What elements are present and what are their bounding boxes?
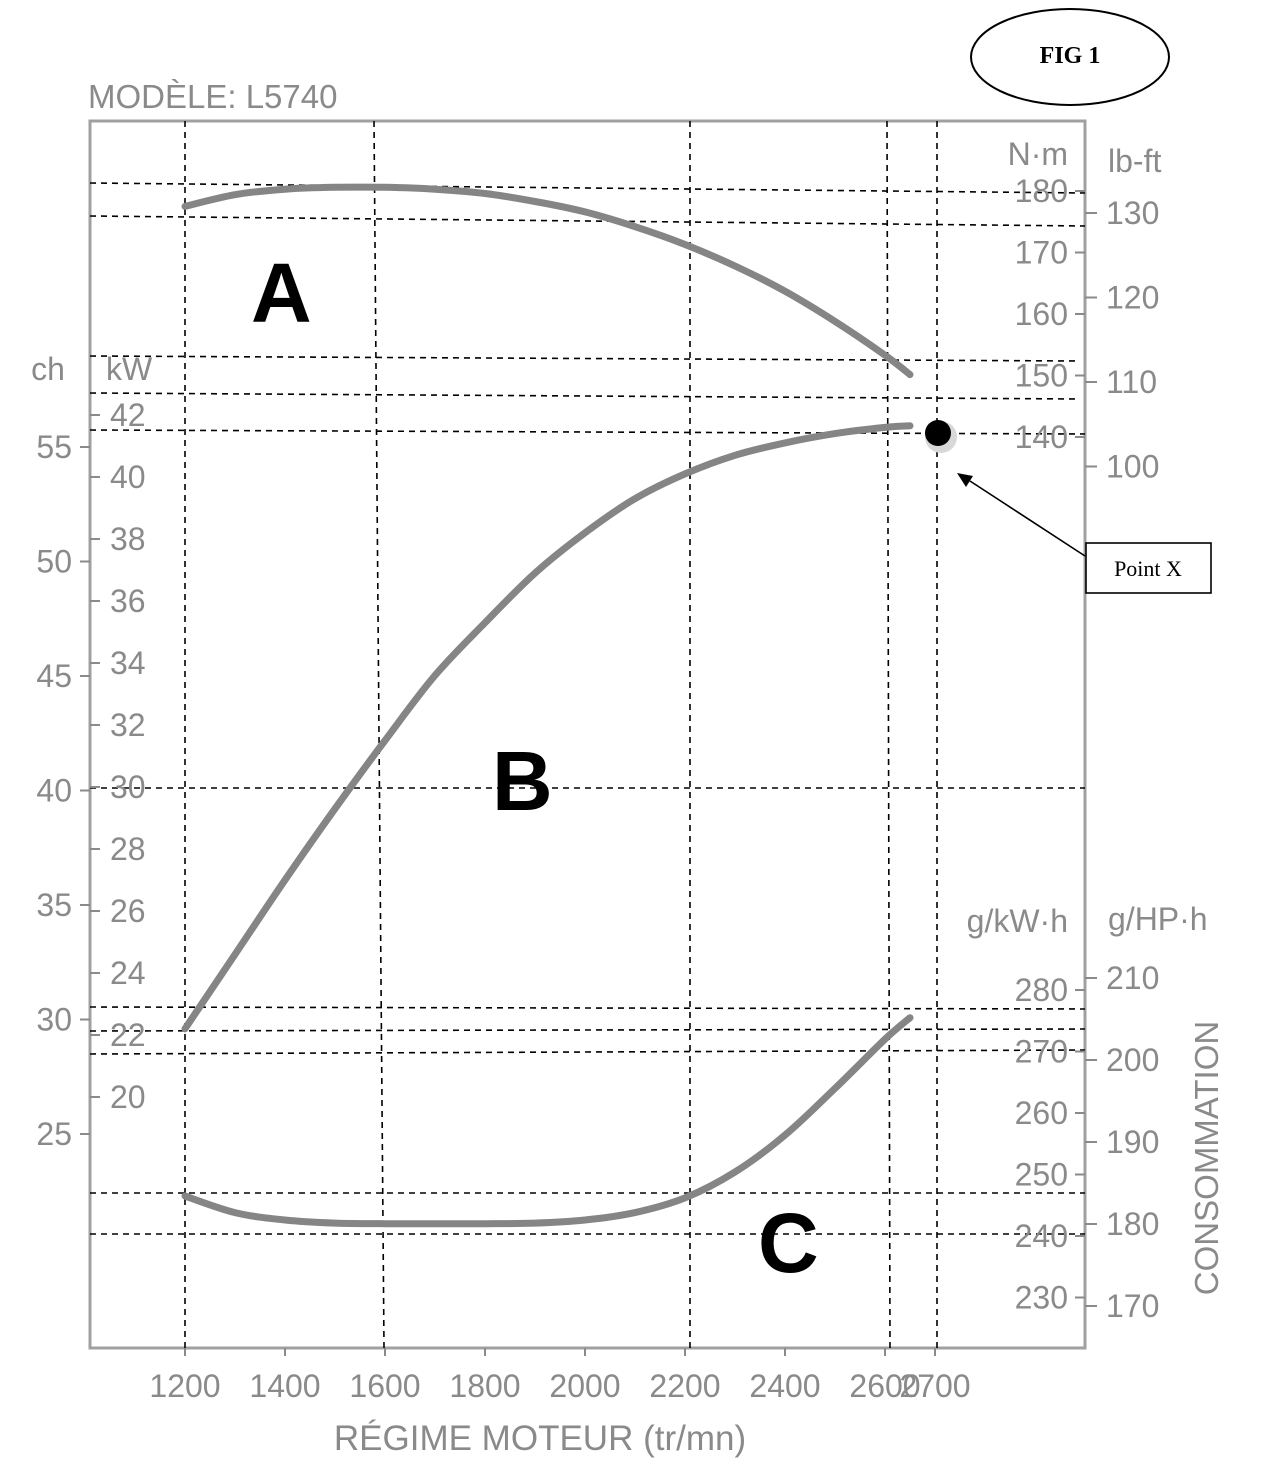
kw-tick-label-42: 42: [110, 397, 146, 433]
gkwh-tick-label-280: 280: [1015, 972, 1068, 1008]
curves-layer: [181, 183, 914, 1228]
nm-tick-label-150: 150: [1015, 358, 1068, 394]
kw-tick-label-20: 20: [110, 1079, 146, 1115]
callout-text: Point X: [1114, 556, 1182, 581]
vgrid-1600: [373, 120, 385, 1349]
callout-arrow-head: [957, 473, 973, 487]
x-tick-label-1400: 1400: [249, 1368, 320, 1404]
ghph-tick-label-170: 170: [1106, 1288, 1159, 1324]
ch-tick-label-55: 55: [36, 429, 72, 465]
curve-label-a: A: [251, 246, 312, 340]
gkwh-unit-label: g/kW·h: [967, 903, 1068, 939]
ch-tick-label-30: 30: [36, 1002, 72, 1038]
ghph-tick-label-210: 210: [1106, 960, 1159, 996]
x-tick-label-1800: 1800: [449, 1368, 520, 1404]
gkwh-tick-label-240: 240: [1015, 1218, 1068, 1254]
fig-label: FIG 1: [1040, 43, 1101, 69]
ghph-tick-label-180: 180: [1106, 1206, 1159, 1242]
ch-unit-label: ch: [31, 351, 65, 387]
x-tick-label-1200: 1200: [149, 1368, 220, 1404]
hgrid-consumption-max: [89, 1006, 1086, 1010]
callout-box: [1085, 542, 1212, 594]
hgrid-power-min: [89, 1028, 1086, 1032]
callout-arrow-line: [969, 480, 1086, 557]
lbft-tick-label-110: 110: [1106, 364, 1157, 400]
kw-tick-label-38: 38: [110, 521, 146, 557]
nm-tick-label-140: 140: [1015, 419, 1068, 455]
ch-tick-label-25: 25: [36, 1116, 72, 1152]
kw-tick-label-30: 30: [110, 769, 146, 805]
curve-a: [181, 183, 914, 379]
gkwh-tick-label-260: 260: [1015, 1095, 1068, 1131]
x-tick-label-2200: 2200: [649, 1368, 720, 1404]
kw-tick-label-32: 32: [110, 707, 146, 743]
kw-tick-label-36: 36: [110, 583, 146, 619]
vgrid-2600: [886, 120, 891, 1349]
ghph-unit-label: g/HP·h: [1108, 901, 1208, 937]
lbft-tick-label-130: 130: [1106, 195, 1159, 231]
x-axis-label: RÉGIME MOTEUR (tr/mn): [334, 1419, 746, 1458]
curve-b: [181, 422, 914, 1033]
gkwh-tick-label-230: 230: [1015, 1280, 1068, 1316]
hgrid-torque-1200: [89, 215, 1086, 227]
consumption-axis-title: CONSOMMATION: [1188, 1021, 1225, 1295]
curve-c: [181, 1014, 914, 1228]
x-tick-label-2700: 2700: [899, 1368, 970, 1404]
gkwh-tick-label-270: 270: [1015, 1034, 1068, 1070]
kw-tick-label-24: 24: [110, 955, 146, 991]
hgrid-270: [89, 1049, 1086, 1055]
curve-label-c: C: [758, 1196, 819, 1290]
kw-tick-label-40: 40: [110, 459, 146, 495]
ch-tick-label-40: 40: [36, 773, 72, 809]
nm-tick-label-170: 170: [1015, 235, 1068, 271]
x-tick-label-2000: 2000: [549, 1368, 620, 1404]
kw-tick-label-26: 26: [110, 893, 146, 929]
ch-tick-label-50: 50: [36, 544, 72, 580]
ghph-tick-label-200: 200: [1106, 1042, 1159, 1078]
chart-title: MODÈLE: L5740: [88, 78, 337, 115]
gkwh-tick-label-250: 250: [1015, 1157, 1068, 1193]
hgrid-150: [89, 355, 1081, 362]
nm-tick-label-180: 180: [1015, 173, 1068, 209]
ch-tick-label-45: 45: [36, 658, 72, 694]
reference-grid: [89, 120, 1086, 1349]
nm-tick-label-160: 160: [1015, 296, 1068, 332]
ghph-tick-label-190: 190: [1106, 1124, 1159, 1160]
x-tick-label-2600: 2600: [849, 1368, 920, 1404]
lbft-unit-label: lb-ft: [1108, 143, 1161, 179]
curve-label-b: B: [492, 734, 553, 828]
kw-unit-label: kW: [106, 351, 153, 387]
kw-tick-label-22: 22: [110, 1017, 146, 1053]
hgrid-torque-end: [89, 392, 1081, 400]
fig-label-ellipse: [970, 8, 1170, 106]
lbft-tick-label-100: 100: [1106, 449, 1159, 485]
x-tick-label-1600: 1600: [349, 1368, 420, 1404]
plot-frame: [88, 119, 1087, 1350]
point-x-marker: [925, 420, 951, 446]
kw-tick-label-34: 34: [110, 645, 146, 681]
lbft-tick-label-120: 120: [1106, 280, 1159, 316]
kw-tick-label-28: 28: [110, 831, 146, 867]
hgrid-power-max: [89, 429, 1086, 435]
hgrid-torque-max: [89, 182, 1086, 194]
nm-unit-label: N·m: [1008, 136, 1068, 172]
ch-tick-label-35: 35: [36, 887, 72, 923]
x-tick-label-2400: 2400: [749, 1368, 820, 1404]
